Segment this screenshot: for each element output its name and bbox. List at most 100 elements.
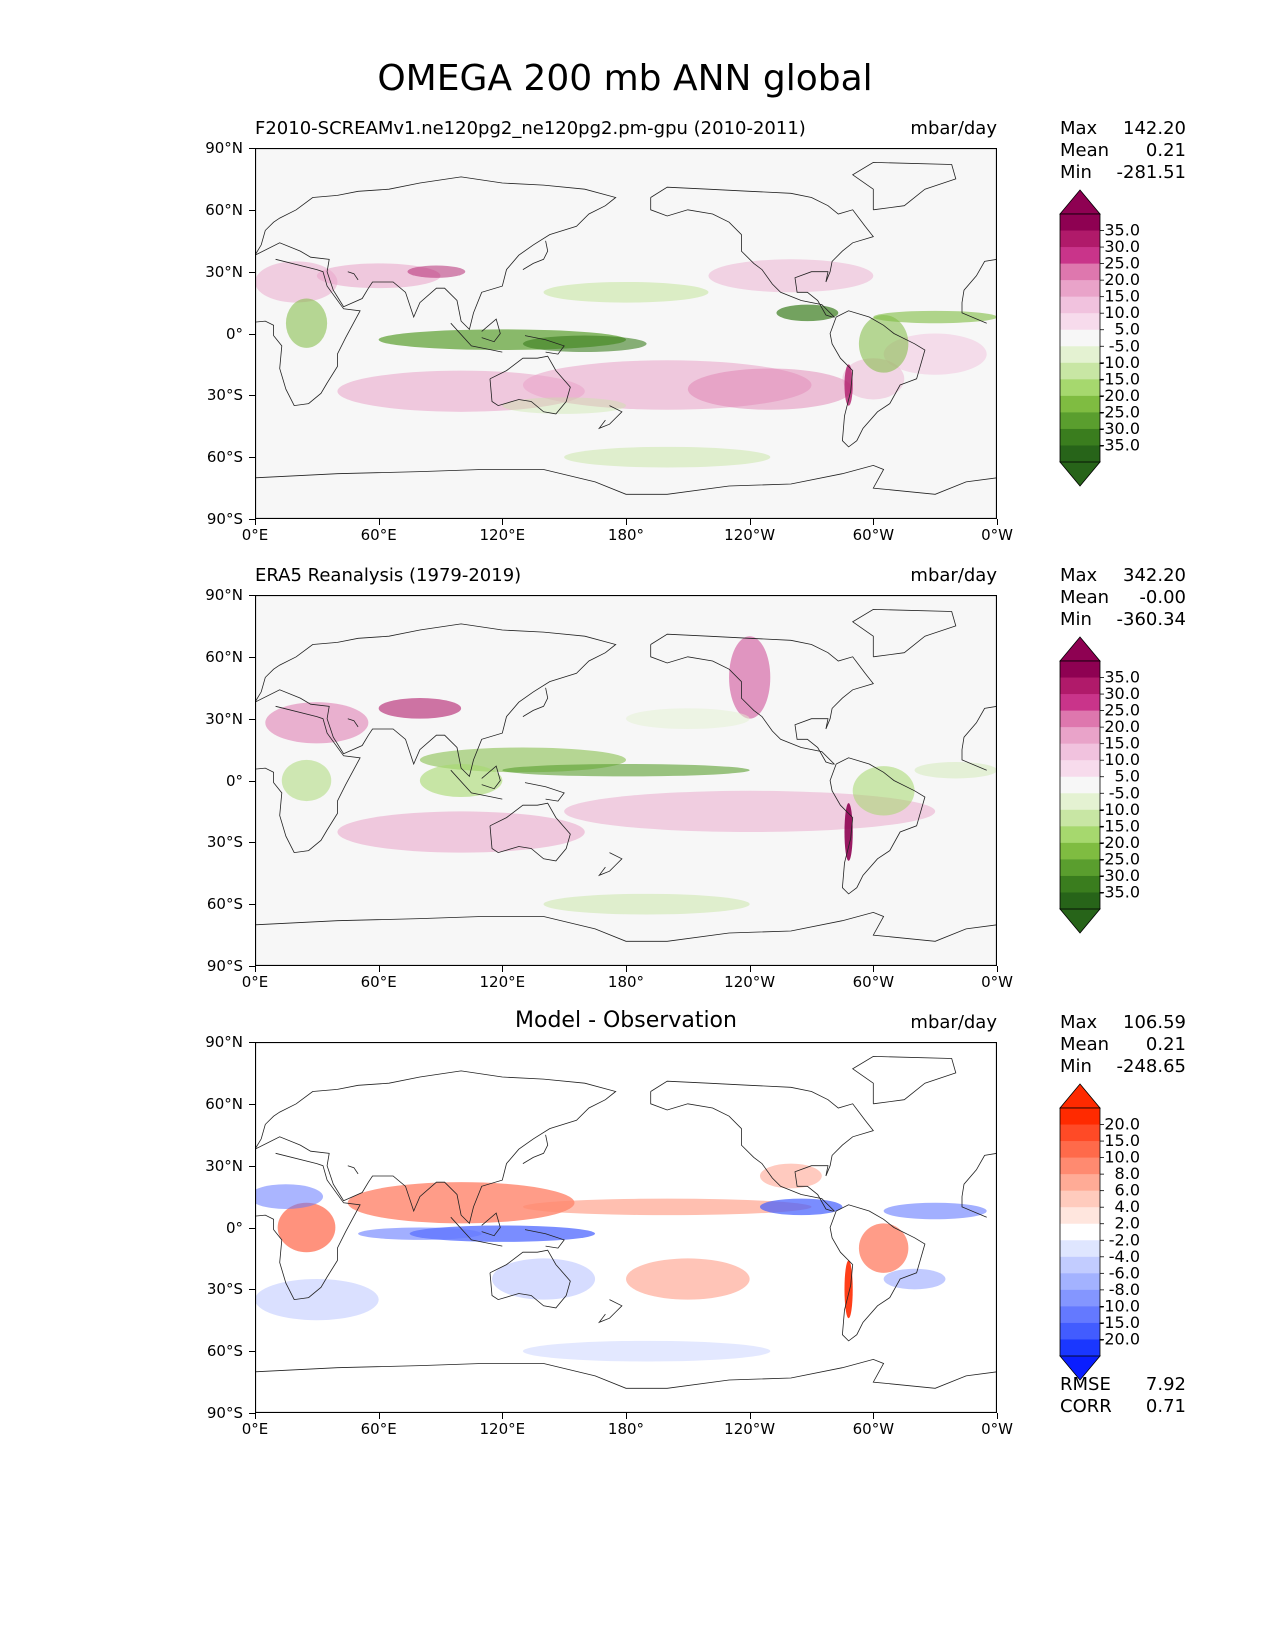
lat-tick-mark bbox=[249, 1413, 255, 1414]
lat-tick-mark bbox=[249, 904, 255, 906]
coastline bbox=[524, 782, 565, 802]
coastline bbox=[829, 757, 926, 895]
colorbar-swatch bbox=[1060, 280, 1100, 298]
lon-tick-label: 0°E bbox=[241, 1420, 269, 1438]
lon-tick-mark bbox=[502, 1413, 504, 1419]
lat-tick-label: 90°N bbox=[205, 139, 243, 157]
lat-tick-mark bbox=[249, 1165, 255, 1167]
colorbar-extend-max bbox=[1059, 1083, 1101, 1109]
contour-field-region bbox=[626, 1258, 750, 1300]
lat-tick-label: 90°N bbox=[205, 586, 243, 604]
lon-tick-label: 0°W bbox=[981, 1420, 1013, 1438]
contour-field-region bbox=[522, 360, 812, 410]
contour-field-region bbox=[281, 759, 332, 802]
lon-tick-label: 120°E bbox=[479, 526, 526, 544]
colorbar-tick-label: 15.0 bbox=[1104, 1131, 1140, 1150]
colorbar-swatch bbox=[1060, 1273, 1100, 1291]
map-frame bbox=[254, 147, 998, 520]
coastline bbox=[450, 1216, 503, 1247]
stat-row-max: Max 342.20 bbox=[1060, 565, 1186, 587]
lon-tick-label: 60°E bbox=[360, 526, 397, 544]
colorbar-frame bbox=[1059, 1107, 1101, 1357]
colorbar-tick-label: 2.0 bbox=[1115, 1214, 1140, 1233]
lat-tick-mark bbox=[249, 148, 255, 149]
coastline bbox=[489, 802, 571, 862]
lon-tick-label: 120°W bbox=[724, 526, 776, 544]
lat-tick-label: 90°S bbox=[206, 1404, 243, 1422]
coastline bbox=[961, 258, 998, 324]
metric-value: 7.92 bbox=[1145, 1374, 1186, 1395]
stats-box: Max 106.59 Mean 0.21 Min -248.65 bbox=[1060, 1012, 1186, 1078]
lon-tick-mark bbox=[997, 1413, 998, 1419]
contour-field-region bbox=[687, 368, 853, 410]
panel-difference: Model - Observation mbar/day 90°N 60°N 30°N 0… bbox=[0, 1008, 1275, 1452]
stat-label: Max bbox=[1060, 565, 1098, 586]
colorbar-swatch bbox=[1060, 892, 1100, 910]
contour-field-region bbox=[419, 764, 503, 797]
panel-title: Model - Observation bbox=[515, 1008, 737, 1033]
colorbar-tick-label: -30.0 bbox=[1099, 419, 1140, 438]
lat-tick-mark bbox=[249, 1042, 255, 1043]
colorbar-tick-label: 5.0 bbox=[1115, 767, 1140, 786]
coastline bbox=[961, 705, 998, 771]
lat-tick-mark bbox=[249, 1289, 255, 1291]
coastline bbox=[650, 1080, 874, 1212]
colorbar-swatch bbox=[1060, 842, 1100, 860]
colorbar-tick-label: 8.0 bbox=[1115, 1164, 1140, 1183]
colorbar-swatch bbox=[1060, 1207, 1100, 1225]
colorbar-swatch bbox=[1060, 296, 1100, 314]
colorbar-tick-label: 15.0 bbox=[1104, 734, 1140, 753]
lat-tick-label: 60°N bbox=[205, 1094, 243, 1113]
colorbar-swatch bbox=[1060, 1124, 1100, 1142]
lat-tick-mark bbox=[249, 457, 255, 459]
lon-tick-mark bbox=[255, 1413, 256, 1419]
lon-tick-label: 120°W bbox=[724, 973, 776, 991]
coastline bbox=[481, 765, 501, 790]
colorbar-swatch bbox=[1060, 710, 1100, 728]
coastline bbox=[522, 1134, 549, 1164]
contour-field-region bbox=[248, 1184, 324, 1209]
colorbar-tick-label: -10.0 bbox=[1099, 1296, 1140, 1315]
map-canvas bbox=[244, 1041, 998, 1414]
colorbar-tick-label: -8.0 bbox=[1109, 1280, 1140, 1299]
contour-field-region bbox=[255, 261, 338, 303]
contour-field-region bbox=[873, 310, 998, 324]
stat-label: Mean bbox=[1060, 140, 1110, 161]
lat-tick-mark bbox=[249, 595, 255, 596]
coastline bbox=[244, 1152, 361, 1301]
stat-label: Min bbox=[1060, 609, 1092, 630]
lon-tick-label: 60°W bbox=[852, 973, 895, 991]
contour-field-region bbox=[883, 1202, 987, 1220]
coastline bbox=[598, 1299, 623, 1324]
coastline bbox=[254, 623, 617, 778]
colorbar-swatch bbox=[1060, 677, 1100, 695]
contour-field-region bbox=[564, 790, 936, 833]
contour-field-region bbox=[358, 1227, 482, 1240]
lat-tick-mark bbox=[249, 842, 255, 844]
units-label: mbar/day bbox=[910, 118, 997, 139]
colorbar-swatch bbox=[1060, 1240, 1100, 1258]
stat-label: Mean bbox=[1060, 587, 1110, 608]
lon-tick-mark bbox=[626, 966, 627, 972]
colorbar: 35.0 30.0 25.0 20.0 15.0 10.0 5.0 -5.0 -10.0 -15.… bbox=[1058, 188, 1168, 488]
colorbar-tick-label: -25.0 bbox=[1099, 849, 1140, 868]
colorbar-tick-label: -30.0 bbox=[1099, 866, 1140, 885]
stat-value: 106.59 bbox=[1123, 1012, 1186, 1033]
contour-field-region bbox=[255, 1279, 379, 1321]
metric-row-rmse: RMSE 7.92 bbox=[1060, 1374, 1186, 1396]
colorbar-swatch bbox=[1060, 661, 1100, 679]
colorbar-swatch bbox=[1060, 743, 1100, 761]
contour-field-region bbox=[543, 281, 709, 303]
contour-field-region bbox=[407, 265, 466, 278]
colorbar-swatch bbox=[1060, 1141, 1100, 1159]
metric-label: RMSE bbox=[1060, 1374, 1111, 1395]
contour-field-region bbox=[564, 446, 771, 468]
colorbar-swatch bbox=[1060, 346, 1100, 364]
contour-field-region bbox=[844, 1260, 853, 1319]
colorbar-swatch bbox=[1060, 379, 1100, 397]
contour-field-region bbox=[265, 702, 369, 744]
lon-tick-mark bbox=[873, 1413, 875, 1419]
metric-value: 0.71 bbox=[1145, 1396, 1186, 1417]
units-label: mbar/day bbox=[910, 565, 997, 586]
contour-field-region bbox=[844, 364, 853, 406]
